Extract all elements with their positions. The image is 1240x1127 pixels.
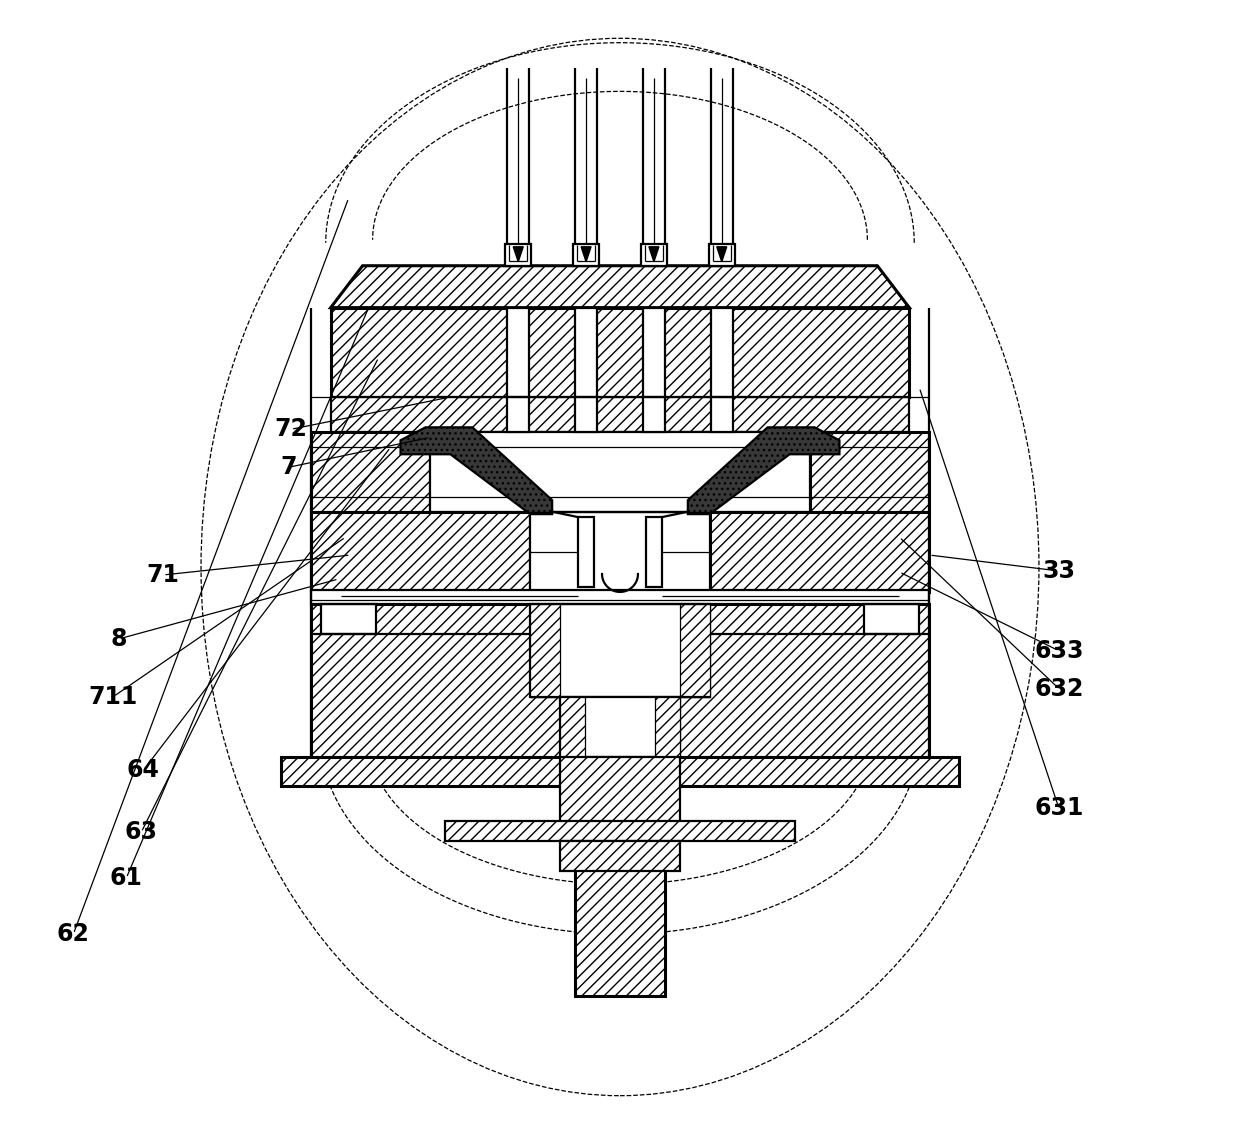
Bar [560,696,680,756]
Bar [573,243,599,266]
Text: 63: 63 [125,820,157,844]
Bar [505,243,531,266]
Polygon shape [513,247,523,261]
Bar [709,512,929,592]
Text: 62: 62 [57,922,89,946]
Bar [531,604,560,696]
Polygon shape [717,247,727,261]
Bar [711,398,733,433]
Bar [575,398,596,433]
Bar [560,696,585,756]
Bar [575,308,596,398]
Bar [331,308,909,398]
Bar [531,604,709,696]
Polygon shape [688,427,839,514]
Text: 633: 633 [1034,639,1084,663]
Bar [680,604,709,696]
Text: 64: 64 [126,758,160,782]
Bar [711,308,733,398]
Bar [280,756,960,787]
Text: 33: 33 [1043,559,1075,583]
Text: 711: 711 [88,685,138,709]
Bar [430,433,810,512]
Bar [311,433,430,512]
Text: 61: 61 [110,867,143,890]
Polygon shape [331,266,909,308]
Bar [531,512,709,592]
Bar [507,308,529,398]
Text: 8: 8 [112,627,128,650]
Bar [321,604,376,633]
Bar [560,756,680,826]
Bar [655,696,680,756]
Bar [864,604,919,633]
Text: 632: 632 [1034,676,1084,701]
Text: 72: 72 [274,417,308,442]
Bar [644,398,665,433]
Bar [311,604,929,756]
Bar [644,308,665,398]
Bar [641,243,667,266]
Bar [709,243,735,266]
Bar [560,842,680,871]
Bar [575,801,665,996]
Bar [445,822,795,842]
Bar [646,517,662,587]
Bar [507,398,529,433]
Text: 7: 7 [280,455,298,479]
Bar [331,398,909,433]
Polygon shape [401,427,552,514]
Bar [578,517,594,587]
Text: 71: 71 [146,564,180,587]
Bar [810,433,929,512]
Polygon shape [649,247,658,261]
Polygon shape [582,247,591,261]
Text: 631: 631 [1034,797,1084,820]
Bar [311,589,929,604]
Bar [311,512,531,592]
